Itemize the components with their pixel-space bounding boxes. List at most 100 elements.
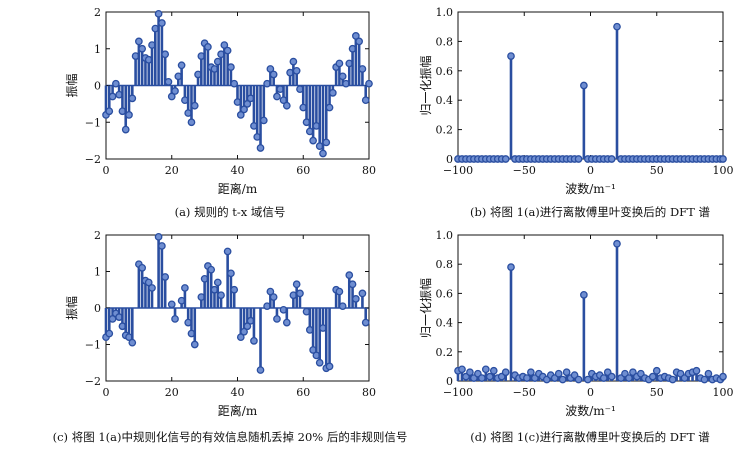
stem-marker [230,79,239,88]
stem-marker [668,375,677,384]
stem-marker [292,280,301,289]
x-tick-label: 80 [362,164,376,177]
y-tick-label: −2 [85,153,101,166]
stem-marker [105,329,114,338]
stem-marker [227,269,235,278]
x-tick-label: 40 [231,164,245,177]
stem-marker [458,365,466,374]
y-tick-label: −1 [85,339,101,352]
stem-marker [282,318,291,327]
y-tick-label: 0 [94,80,101,93]
stem-marker [128,338,137,347]
stem-marker [171,87,179,95]
y-tick-label: 1 [94,43,101,56]
y-tick-label: −2 [85,375,101,388]
y-axis-label: 振幅 [64,73,79,97]
stem-marker [158,242,166,250]
y-tick-label: 0.8 [436,35,454,48]
stem-marker [236,111,245,119]
stem-marker [266,65,275,73]
stem-marker [223,247,232,256]
stem-marker [148,284,156,292]
chart-panel-3: −100 −50 0 50 100 0 0.2 0.4 0.6 0.8 1.0 波数/m⁻¹ 归一化振幅… [418,229,734,444]
stem-marker [273,315,281,323]
x-tick-label: 100 [713,386,734,399]
x-axis-label: 距离/m [218,403,258,418]
y-tick-label: 0 [446,153,453,166]
chart-panel-2: 0 20 40 60 80 −2 −1 0 1 2 距离/m 振幅 (c) 将图 1(a)中规则化信号的… [53,229,408,444]
stem-marker [240,105,248,114]
stem-marker [481,365,490,374]
stem-marker [358,289,367,298]
stem-marker [319,149,327,158]
y-axis-label: 归一化振幅 [418,278,433,338]
stem-marker [207,265,216,274]
x-tick-label: 80 [362,386,376,399]
stem-marker [523,374,531,382]
x-tick-label: 20 [165,386,179,399]
stem-marker [125,111,133,119]
y-tick-label: 0 [446,375,453,388]
stem-marker [154,9,163,18]
chart-panel-1: −100 −50 0 50 100 0 0.2 0.4 0.6 0.8 1.0 波数/m⁻¹ 归一化振幅… [418,6,734,219]
stem-marker [243,100,252,108]
stem-marker [309,136,317,145]
stem-marker [223,46,232,55]
stem-marker [266,287,275,296]
stem-marker [558,375,567,384]
stem-marker [599,374,608,382]
stem-marker [315,358,324,367]
stem-marker [338,302,347,311]
y-tick-label: 2 [94,6,101,19]
y-axis-label: 振幅 [64,296,79,320]
y-tick-label: 1.0 [436,229,454,242]
stem-marker [355,37,363,46]
stem-marker [105,107,114,116]
y-tick-label: 1 [94,266,101,279]
stem-marker [477,374,486,382]
stem-marker [322,138,331,147]
stem-marker [527,368,535,377]
stem-marker [700,375,709,384]
x-tick-label: 20 [165,164,179,177]
stem-marker [273,92,281,101]
stem-marker [345,271,354,279]
x-tick-label: 50 [650,386,664,399]
plot-frame [457,11,724,160]
x-tick-label: 50 [650,164,664,177]
figure-caption: (b) 将图 1(a)进行离散傅里叶变换后的 DFT 谱 [470,205,710,219]
stem-marker [213,278,222,287]
y-tick-label: 0.6 [436,287,454,300]
x-tick-label: −100 [443,164,473,177]
stem-marker [351,295,360,303]
stem-marker [501,368,510,377]
stem-marker [161,50,170,59]
x-tick-label: −50 [513,164,536,177]
stem-marker [507,263,515,271]
stem-marker [158,19,166,27]
x-tick-label: −100 [443,386,473,399]
stem-marker [704,369,713,378]
stem-marker [358,65,367,73]
x-tick-label: −50 [513,386,536,399]
stem-marker [328,89,337,97]
y-tick-label: −1 [85,116,101,129]
x-axis-label: 波数/m⁻¹ [565,403,616,418]
stem-marker [227,63,235,71]
stem-marker [121,125,130,134]
stem-marker [269,70,278,79]
stem-marker [296,289,304,298]
stem-marker [719,372,727,381]
figure-caption: (d) 将图 1(c)进行离散傅里叶变换后的 DFT 谱 [470,430,710,444]
y-tick-label: 0.2 [436,124,454,137]
figure-caption: (c) 将图 1(a)中规则化信号的有效信息随机丢掉 20% 后的非规则信号 [53,430,408,444]
plot-frame [457,234,724,382]
stem-marker [240,327,248,336]
y-tick-label: 0.2 [436,346,454,359]
x-tick-label: 0 [587,386,594,399]
y-tick-label: 0.8 [436,258,454,271]
stem-marker [164,77,173,86]
x-tick-label: 100 [713,164,734,177]
y-tick-label: 2 [94,229,101,242]
stem-marker [501,155,510,163]
